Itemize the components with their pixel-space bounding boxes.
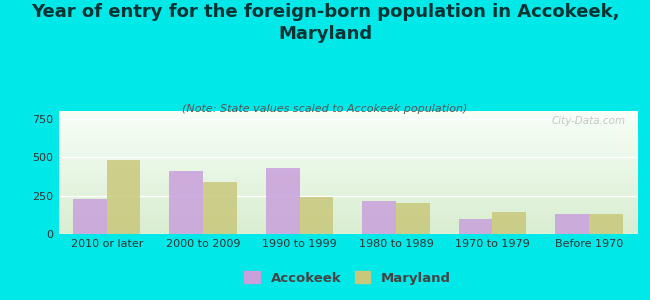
- Bar: [362, 201, 396, 234]
- Bar: [203, 182, 237, 234]
- Bar: [266, 168, 300, 234]
- Bar: [73, 199, 107, 234]
- Legend: Accokeek, Maryland: Accokeek, Maryland: [238, 265, 458, 291]
- Text: (Note: State values scaled to Accokeek population): (Note: State values scaled to Accokeek p…: [182, 103, 468, 113]
- Text: Year of entry for the foreign-born population in Accokeek,
Maryland: Year of entry for the foreign-born popul…: [31, 3, 619, 43]
- Bar: [300, 197, 333, 234]
- Bar: [170, 171, 203, 234]
- Bar: [555, 214, 589, 234]
- Bar: [107, 160, 140, 234]
- Bar: [589, 214, 623, 234]
- Bar: [459, 219, 493, 234]
- Bar: [396, 203, 430, 234]
- Bar: [493, 212, 526, 234]
- Text: City-Data.com: City-Data.com: [551, 116, 625, 126]
